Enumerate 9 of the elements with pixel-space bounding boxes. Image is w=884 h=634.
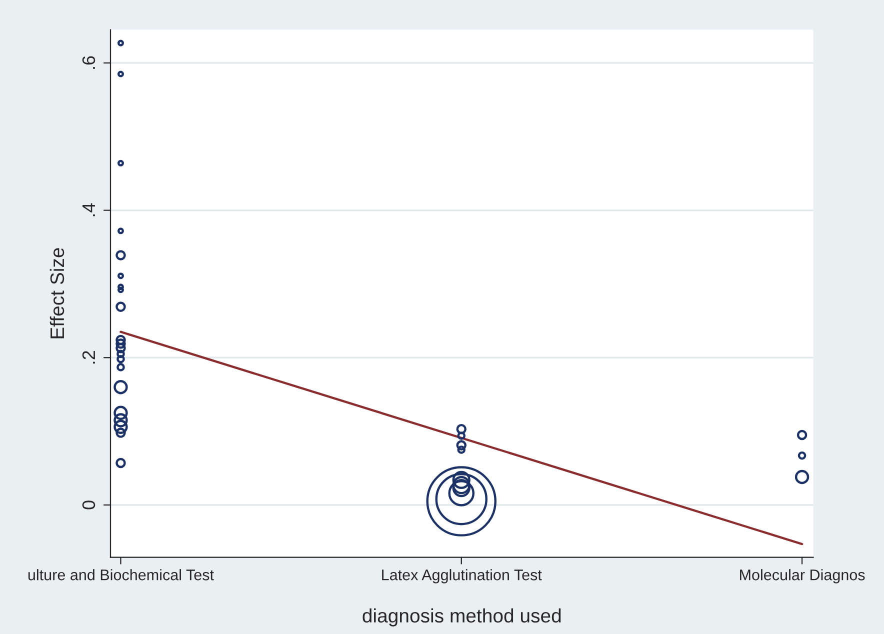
y-tick-label: .4 — [82, 203, 95, 216]
x-axis-title: diagnosis method used — [362, 608, 561, 626]
y-tick-label: 0 — [82, 500, 96, 510]
y-axis-title: Effect Size — [50, 248, 64, 338]
x-tick-label: ulture and Biochemical Test — [28, 569, 214, 580]
x-tick-label: Latex Agglutination Test — [382, 569, 542, 584]
x-tick-label: Molecular Diagnos — [740, 569, 865, 584]
y-tick-label: .2 — [82, 351, 95, 364]
y-tick-label: .6 — [82, 56, 96, 69]
